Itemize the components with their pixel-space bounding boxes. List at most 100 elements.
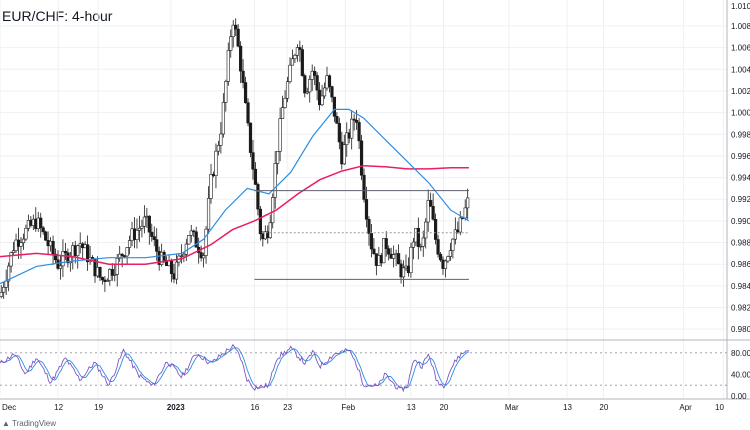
- candle: [229, 36, 233, 51]
- candle: [194, 231, 198, 248]
- time-tick-label: Apr: [679, 403, 692, 412]
- candle: [100, 277, 105, 281]
- candle: [216, 145, 221, 152]
- candle: [357, 122, 361, 142]
- candle: [419, 245, 423, 248]
- candle: [192, 230, 196, 233]
- candle: [219, 133, 223, 146]
- candle: [276, 151, 280, 164]
- candle: [305, 91, 309, 94]
- candle: [221, 102, 225, 135]
- candle: [120, 253, 124, 257]
- candle: [273, 163, 277, 198]
- candle: [86, 244, 90, 263]
- candle: [416, 227, 420, 247]
- candle: [98, 266, 102, 278]
- rsi-tick-label: 40.00: [731, 370, 750, 379]
- candle: [110, 269, 114, 276]
- candle: [214, 150, 218, 176]
- price-tick-label: 0.98800: [731, 239, 750, 248]
- candle: [387, 248, 391, 255]
- candle: [355, 119, 359, 123]
- candle: [150, 231, 154, 237]
- candle: [322, 87, 327, 97]
- candle: [243, 82, 248, 103]
- price-tick-label: 1.00200: [731, 87, 750, 96]
- candle: [384, 238, 388, 249]
- price-tick-label: 0.99400: [731, 174, 750, 183]
- candle: [142, 216, 146, 227]
- attribution-text: TradingView: [12, 419, 57, 428]
- candle: [44, 231, 48, 241]
- time-tick-label: 20: [439, 403, 448, 412]
- candle: [4, 280, 8, 288]
- time-tick-label: 13: [563, 403, 572, 412]
- candle: [2, 287, 6, 293]
- candle: [433, 218, 438, 240]
- candle: [280, 107, 285, 119]
- candle: [401, 267, 406, 278]
- candle: [125, 247, 129, 257]
- price-tick-label: 0.98600: [731, 260, 750, 269]
- time-tick-label: 10: [715, 403, 724, 412]
- candle: [199, 252, 203, 259]
- candle: [113, 274, 117, 276]
- time-tick-label: 16: [250, 403, 259, 412]
- candle: [372, 248, 376, 254]
- price-tick-label: 0.99200: [731, 195, 750, 204]
- candle: [300, 49, 304, 76]
- candle: [118, 253, 122, 259]
- candle: [313, 70, 317, 76]
- candle: [466, 197, 470, 209]
- tradingview-attribution: ▲ TradingView: [2, 419, 56, 428]
- candle: [438, 253, 443, 261]
- candle: [453, 229, 457, 240]
- candle: [258, 208, 262, 235]
- candle: [359, 140, 364, 176]
- candle: [155, 239, 159, 252]
- candle: [283, 97, 287, 108]
- candle: [278, 118, 282, 152]
- price-tick-label: 0.99600: [731, 152, 750, 161]
- time-tick-label: 2023: [167, 403, 185, 412]
- candle: [147, 215, 151, 233]
- candle: [327, 75, 332, 87]
- price-tick-label: 0.98000: [731, 325, 750, 334]
- candle: [239, 45, 243, 72]
- candle: [285, 81, 290, 99]
- candle: [241, 70, 245, 83]
- time-tick-label: 13: [407, 403, 416, 412]
- candle: [204, 228, 208, 256]
- candle: [234, 24, 238, 30]
- candle: [426, 200, 430, 223]
- candle: [448, 250, 453, 257]
- time-tick-label: Dec: [2, 403, 16, 412]
- candle: [256, 184, 260, 210]
- candle: [443, 260, 448, 269]
- candle: [350, 118, 354, 139]
- candle: [236, 28, 240, 47]
- candle: [337, 123, 341, 143]
- candle: [202, 255, 206, 259]
- price-tick-label: 1.00000: [731, 109, 750, 118]
- candle: [182, 253, 186, 257]
- candle: [184, 243, 188, 255]
- candle: [421, 237, 425, 247]
- candle: [298, 47, 302, 50]
- candle: [295, 47, 299, 56]
- rsi-line: [0, 343, 469, 393]
- candle: [105, 280, 109, 282]
- candle: [364, 199, 369, 220]
- candle: [288, 64, 292, 82]
- time-tick-label: Mar: [505, 403, 519, 412]
- candle: [392, 254, 396, 259]
- candle: [451, 238, 455, 251]
- time-tick-label: Feb: [341, 403, 355, 412]
- rsi-signal-line: [0, 347, 470, 389]
- candle: [58, 265, 63, 269]
- price-tick-label: 0.98400: [731, 282, 750, 291]
- candle: [458, 217, 462, 233]
- price-tick-label: 0.98200: [731, 304, 750, 313]
- candle: [162, 251, 166, 261]
